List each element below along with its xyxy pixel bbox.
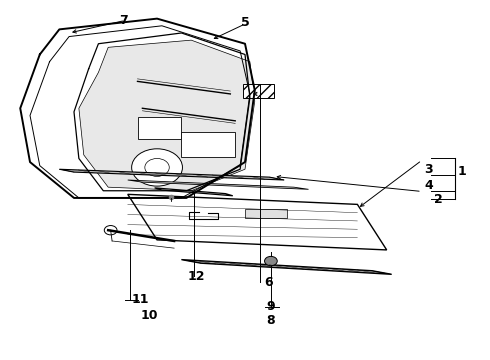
- Circle shape: [132, 149, 182, 186]
- Circle shape: [265, 256, 277, 266]
- Text: 12: 12: [187, 270, 205, 283]
- Text: 7: 7: [120, 14, 128, 27]
- Text: 6: 6: [264, 276, 273, 289]
- Bar: [181, 132, 235, 157]
- Text: 3: 3: [424, 163, 433, 176]
- Text: 4: 4: [424, 179, 433, 192]
- Polygon shape: [155, 188, 233, 196]
- Polygon shape: [128, 194, 387, 250]
- Text: 10: 10: [141, 309, 158, 322]
- Bar: [243, 84, 274, 98]
- Text: 8: 8: [267, 314, 275, 327]
- Polygon shape: [79, 40, 255, 191]
- Text: 2: 2: [434, 193, 442, 206]
- Bar: [245, 209, 287, 218]
- Bar: [138, 117, 181, 139]
- Text: 5: 5: [241, 16, 249, 29]
- Polygon shape: [59, 169, 284, 180]
- Text: 9: 9: [267, 300, 275, 313]
- Circle shape: [104, 226, 117, 235]
- Circle shape: [145, 158, 169, 176]
- Text: 1: 1: [458, 165, 467, 177]
- Polygon shape: [181, 260, 392, 274]
- Text: 11: 11: [131, 293, 148, 306]
- Polygon shape: [128, 180, 309, 189]
